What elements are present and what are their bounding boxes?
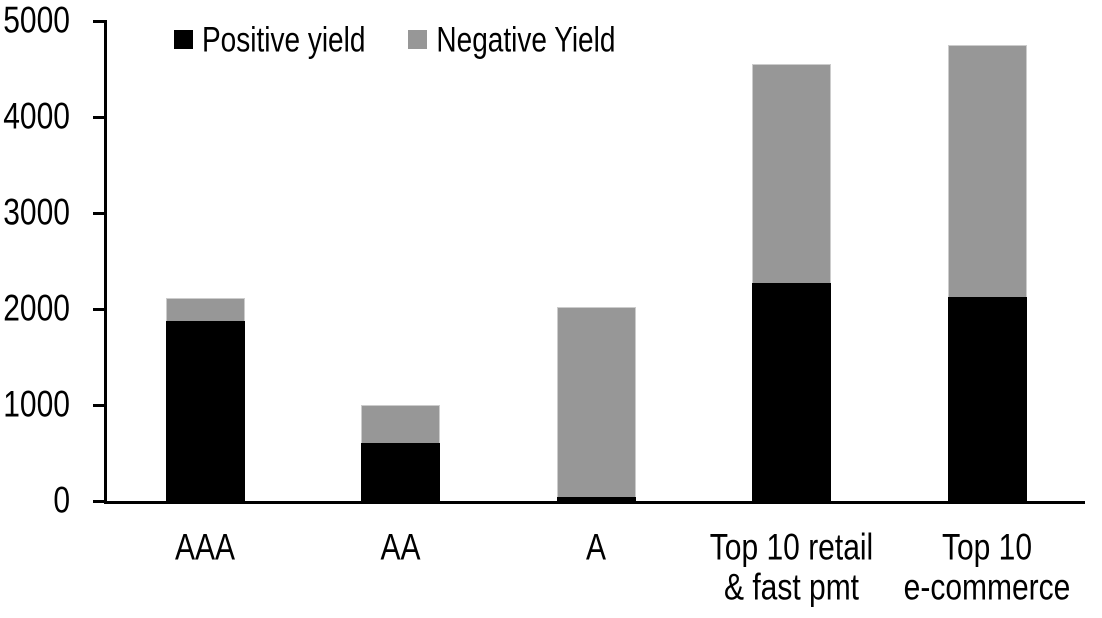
- y-axis-tick-mark: [93, 20, 105, 23]
- y-axis-tick-label: 1000: [3, 383, 70, 425]
- chart-legend: Positive yield Negative Yield: [174, 21, 615, 56]
- bar-segment-negative-yield: [361, 405, 440, 444]
- bar-segment-positive-yield: [752, 283, 831, 501]
- x-axis-category-label: Top 10 retail & fast pmt: [709, 526, 874, 608]
- legend-item-negative-yield: Negative Yield: [408, 21, 615, 56]
- y-axis-tick-mark: [93, 404, 105, 407]
- bar-segment-positive-yield: [165, 320, 245, 501]
- x-axis-category-label: AAA: [174, 526, 236, 568]
- legend-item-positive-yield: Positive yield: [174, 21, 365, 56]
- bar-segment-negative-yield: [556, 307, 636, 498]
- bar-segment-negative-yield: [165, 298, 245, 321]
- x-axis-category-label: AA: [380, 526, 421, 568]
- y-axis-tick-label: 0: [53, 479, 70, 521]
- y-axis-tick-mark: [93, 116, 105, 119]
- x-axis-category-label: Top 10 e-commerce: [903, 526, 1071, 608]
- bar-segment-positive-yield: [556, 497, 636, 501]
- y-axis-tick-label: 3000: [3, 191, 70, 233]
- legend-swatch-positive-icon: [174, 30, 193, 49]
- legend-label-negative: Negative Yield: [436, 19, 616, 59]
- bar-segment-negative-yield: [947, 45, 1027, 297]
- bar-segment-negative-yield: [752, 64, 831, 284]
- legend-swatch-negative-icon: [408, 30, 428, 49]
- bar-segment-positive-yield: [361, 443, 440, 501]
- y-axis-tick-mark: [93, 500, 105, 503]
- y-axis-tick-label: 4000: [3, 95, 70, 137]
- bar-segment-positive-yield: [947, 296, 1027, 501]
- y-axis-tick-mark: [93, 212, 105, 215]
- x-axis-line: [104, 501, 1085, 504]
- y-axis-tick-label: 5000: [3, 0, 70, 41]
- legend-label-positive: Positive yield: [202, 19, 366, 59]
- y-axis-tick-label: 2000: [3, 287, 70, 329]
- y-axis-tick-mark: [93, 308, 105, 311]
- x-axis-category-label: A: [585, 526, 606, 568]
- y-axis-line: [104, 20, 107, 504]
